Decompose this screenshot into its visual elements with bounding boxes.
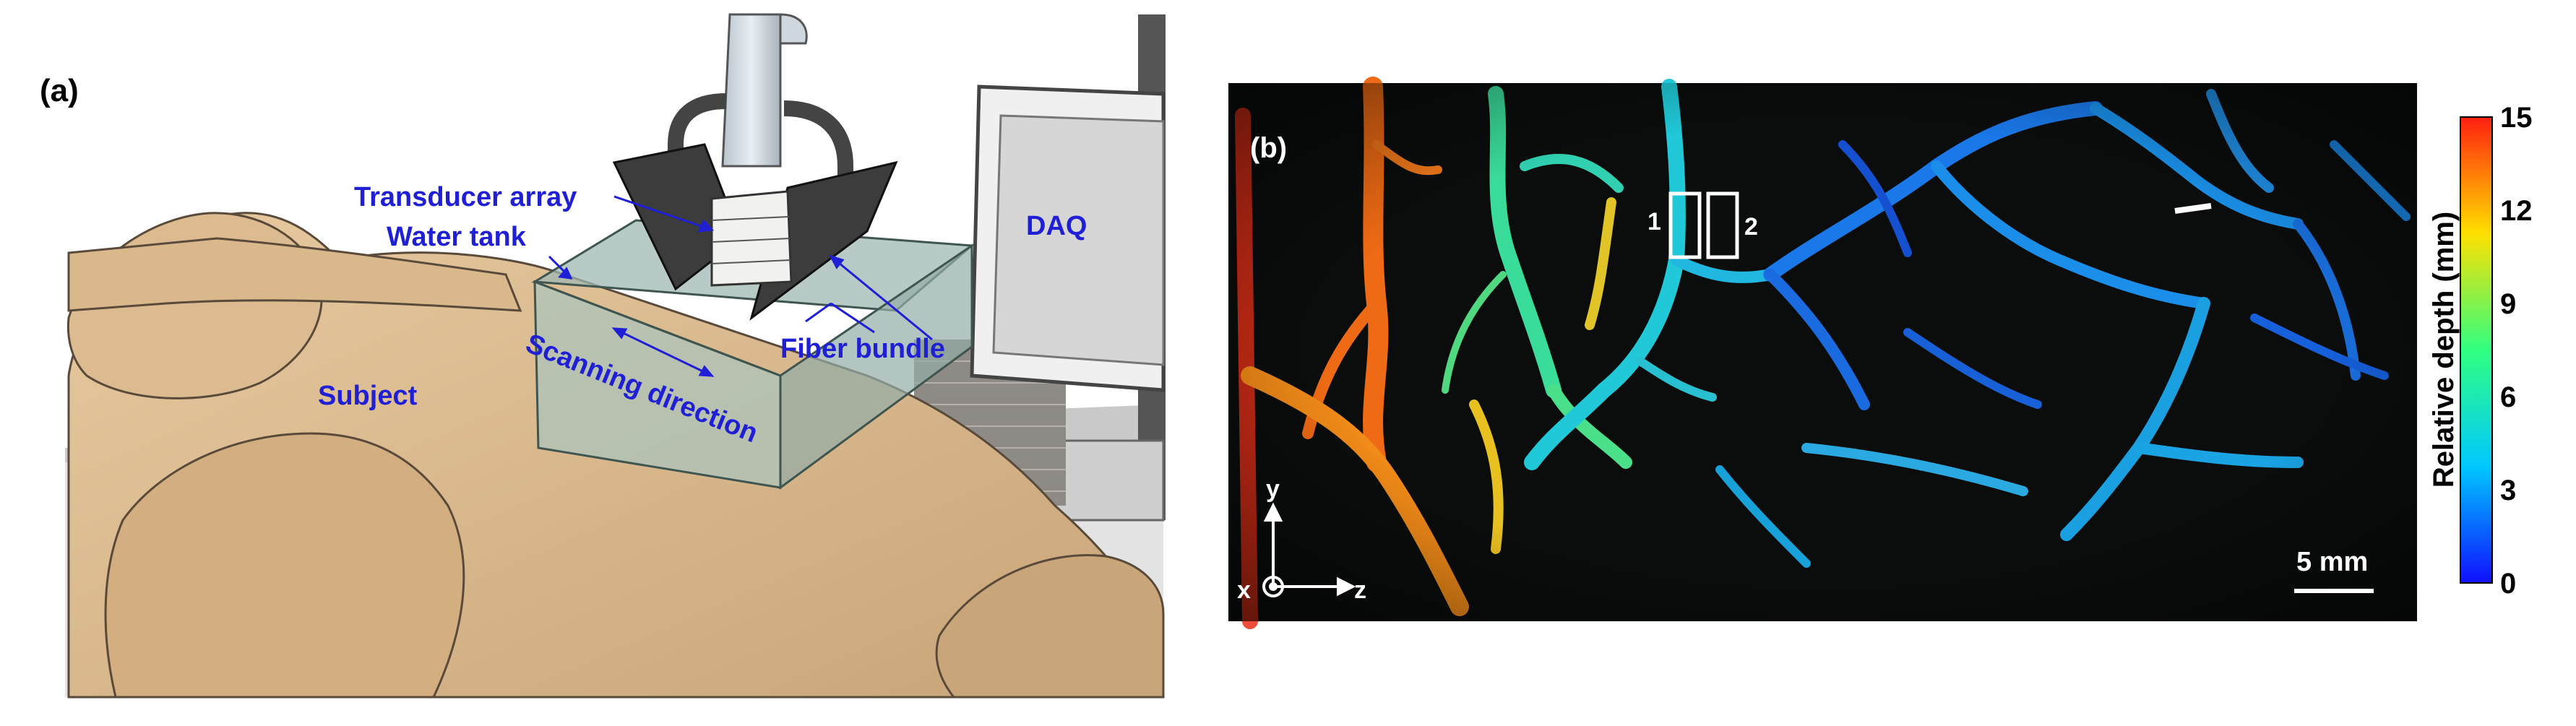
colorbar-tick-label: 3 (2500, 475, 2516, 506)
axis-z-label: z (1354, 576, 1366, 604)
axes-indicator (1262, 502, 1356, 597)
callout-transducer-array: Transducer array (354, 182, 577, 212)
colorbar-tick-label: 15 (2500, 102, 2533, 134)
callout-fiber-bundle: Fiber bundle (780, 334, 945, 364)
water-tank-side (779, 243, 973, 490)
panel-b-label: (b) (1250, 132, 1287, 164)
roi-box-2 (1706, 191, 1739, 259)
callout-water-tank: Water tank (387, 222, 527, 252)
colorbar-tick-label: 12 (2500, 195, 2533, 227)
roi-label-2: 2 (1744, 213, 1758, 241)
axis-y-label: y (1266, 475, 1280, 503)
panel-b-vessel-depth-map: 1 2 (b) y x z 5 mm (1228, 77, 2417, 629)
subject-shoulder (104, 432, 465, 699)
subject-leg (935, 554, 1165, 699)
daq-monitor-screen (992, 114, 1165, 366)
fiber-hose-left (668, 93, 727, 173)
callout-daq: DAQ (1026, 211, 1087, 241)
fiber-hose-right (783, 100, 853, 188)
panel-a-label: (a) (40, 73, 79, 108)
roi-label-1: 1 (1647, 208, 1661, 235)
colorbar-tick-label: 9 (2500, 288, 2516, 320)
fiber-pipe (721, 13, 782, 168)
transducer-array (710, 190, 793, 287)
panel-a-setup-illustration: (a) Transducer array Water tank DAQ Fibe… (40, 13, 1166, 699)
fiber-pipe-bend (779, 13, 808, 45)
roi-box-1 (1668, 191, 1702, 259)
callout-subject: Subject (318, 381, 418, 411)
colorbar-title: Relative depth (mm) (2428, 212, 2460, 488)
marker-line (2174, 203, 2212, 214)
colorbar-tick-label: 6 (2500, 381, 2516, 413)
depth-colorbar: 0 3 6 9 12 15 Relative depth (mm) (2428, 102, 2533, 600)
subject-arm (67, 237, 522, 312)
colorbar-gradient (2460, 116, 2493, 584)
axis-x-label: x (1237, 576, 1251, 604)
scale-bar-label: 5 mm (2296, 547, 2368, 577)
colorbar-tick-label: 0 (2500, 568, 2516, 600)
